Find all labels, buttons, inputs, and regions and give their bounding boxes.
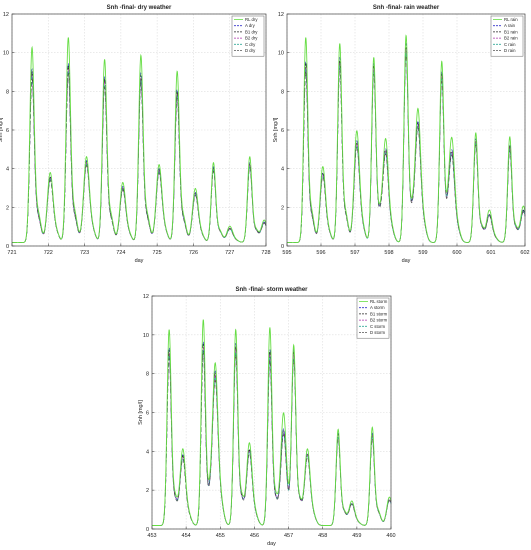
y-tick-label: 2 — [281, 205, 284, 211]
legend-entry: D storm — [370, 330, 385, 335]
y-tick-label: 12 — [143, 294, 149, 300]
y-tick-label: 0 — [281, 244, 284, 250]
legend-box — [490, 15, 524, 57]
x-axis-label: day — [267, 541, 276, 547]
x-tick-label: 725 — [153, 250, 162, 256]
x-tick-label: 597 — [350, 250, 359, 256]
y-tick-label: 4 — [6, 167, 9, 173]
legend-entry: B1 storm — [370, 311, 388, 316]
legend-entry: RL dry — [245, 17, 258, 22]
y-tick-label: 6 — [146, 411, 149, 417]
legend-entry: B2 rain — [504, 36, 518, 41]
legend-entry: D rain — [504, 48, 516, 53]
legend-entry: B1 rain — [504, 29, 518, 34]
x-tick-label: 596 — [316, 250, 325, 256]
series-line-rl-rain — [287, 34, 526, 243]
x-tick-label: 602 — [520, 250, 529, 256]
x-axis-label: day — [402, 258, 411, 264]
y-tick-label: 12 — [3, 12, 9, 18]
y-tick-label: 10 — [143, 333, 149, 339]
y-tick-label: 0 — [146, 527, 149, 533]
x-tick-label: 455 — [216, 533, 225, 539]
x-tick-label: 727 — [225, 250, 234, 256]
plot-area — [152, 296, 391, 529]
y-tick-label: 10 — [278, 51, 284, 57]
x-tick-label: 722 — [44, 250, 53, 256]
chart-title: Snh -final- dry weather — [107, 5, 172, 11]
legend-entry: C dry — [245, 42, 256, 47]
y-tick-label: 6 — [6, 128, 9, 134]
legend-entry: B2 dry — [245, 36, 258, 41]
legend-entry: RL rain — [504, 17, 518, 22]
x-tick-label: 456 — [250, 533, 259, 539]
x-tick-label: 460 — [386, 533, 395, 539]
series-line-rl-dry — [12, 37, 267, 243]
y-tick-label: 4 — [146, 449, 149, 455]
y-tick-label: 0 — [6, 244, 9, 250]
y-axis-label: Snh [mg/l] — [0, 117, 4, 142]
x-axis-label: day — [135, 258, 144, 264]
legend-entry: D dry — [245, 48, 256, 53]
y-tick-label: 12 — [278, 12, 284, 18]
x-tick-label: 600 — [452, 250, 461, 256]
y-tick-label: 8 — [281, 89, 284, 95]
y-axis-label: Snh [mg/l] — [273, 117, 279, 142]
legend-entry: C storm — [370, 324, 385, 329]
y-tick-label: 4 — [281, 167, 284, 173]
legend-box — [356, 297, 390, 339]
x-tick-label: 728 — [261, 250, 270, 256]
chart-panel-3: 453 454 455 456 457 458 459 460 0 2 4 6 8 10 12 Snh -fi… — [138, 287, 396, 547]
x-tick-label: 726 — [189, 250, 198, 256]
legend-entry: RL storm — [370, 299, 388, 304]
chart-title: Snh -final- storm weather — [235, 287, 308, 293]
legend-entry: A dry — [245, 23, 256, 28]
x-tick-label: 454 — [182, 533, 191, 539]
legend-entry: A storm — [370, 305, 385, 310]
y-axis-label: Snh [mg/l] — [138, 400, 144, 425]
legend-entry: B1 dry — [245, 29, 258, 34]
series-line-a-storm — [152, 341, 392, 526]
y-tick-label: 6 — [281, 128, 284, 134]
legend-entry: B2 storm — [370, 318, 388, 323]
series-line-rl-storm — [152, 319, 392, 526]
chart-panel-2: 595 596 597 598 599 600 601 602 0 2 4 6 8 10 12 Snh -fi… — [273, 5, 530, 264]
legend-box — [231, 15, 265, 57]
y-tick-label: 2 — [6, 205, 9, 211]
x-tick-label: 595 — [282, 250, 291, 256]
x-tick-label: 459 — [352, 533, 361, 539]
x-tick-label: 598 — [384, 250, 393, 256]
legend-entry: C rain — [504, 42, 516, 47]
chart-title: Snh -final- rain weather — [373, 5, 440, 11]
chart-panel-1: 721 722 723 724 725 726 727 728 0 2 4 6 8 10 12 Snh -fi… — [0, 5, 271, 264]
legend-entry: A rain — [504, 23, 516, 28]
x-tick-label: 453 — [147, 533, 156, 539]
y-tick-label: 2 — [146, 488, 149, 494]
y-tick-label: 8 — [6, 89, 9, 95]
x-tick-label: 599 — [418, 250, 427, 256]
x-tick-label: 724 — [116, 250, 125, 256]
x-tick-label: 601 — [486, 250, 495, 256]
x-tick-label: 458 — [318, 533, 327, 539]
x-tick-label: 721 — [7, 250, 16, 256]
y-tick-label: 10 — [3, 51, 9, 57]
x-tick-label: 723 — [80, 250, 89, 256]
y-tick-label: 8 — [146, 372, 149, 378]
x-tick-label: 457 — [284, 533, 293, 539]
